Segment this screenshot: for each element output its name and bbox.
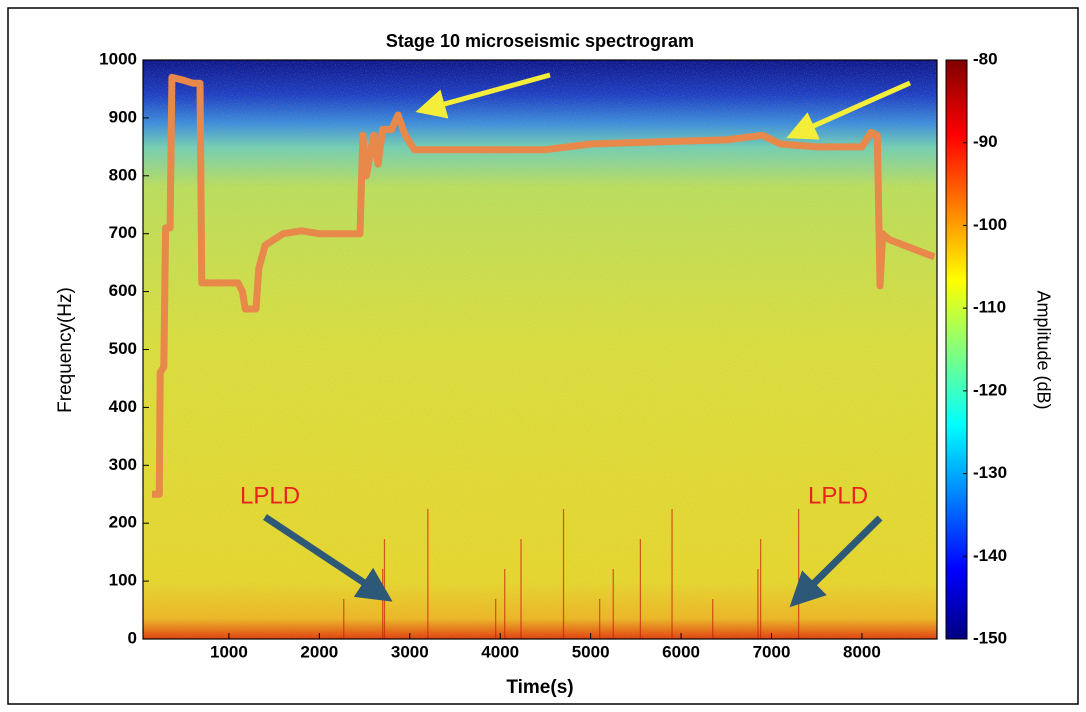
arrow xyxy=(263,514,393,602)
colorbar xyxy=(945,59,968,640)
arrow xyxy=(786,80,912,140)
y-tick-label: 1000 xyxy=(99,49,137,68)
line-series xyxy=(152,73,936,498)
y-tick-label: 0 xyxy=(128,628,137,647)
colorbar-label: Amplitude (dB) xyxy=(1033,290,1053,409)
x-tick-label: 1000 xyxy=(210,642,248,661)
y-tick-label: 700 xyxy=(109,223,137,242)
colorbar-tick-label: -140 xyxy=(973,546,1007,565)
x-tick-label: 8000 xyxy=(843,642,881,661)
colorbar-tick-label: -100 xyxy=(973,215,1007,234)
x-tick-label: 4000 xyxy=(481,642,519,661)
plot-area xyxy=(143,60,937,639)
spectrogram-noise xyxy=(143,60,937,639)
x-tick-label: 2000 xyxy=(300,642,338,661)
annotation: LPLD xyxy=(240,482,300,509)
annotation: LPLD xyxy=(808,482,868,509)
arrow xyxy=(415,72,551,119)
y-tick-label: 800 xyxy=(109,165,137,184)
x-tick-label: 7000 xyxy=(753,642,791,661)
arrow xyxy=(789,515,883,608)
colorbar-tick-label: -90 xyxy=(973,132,998,151)
y-tick-label: 400 xyxy=(109,397,137,416)
y-axis-label: Frequency(Hz) xyxy=(55,287,76,413)
x-axis-label: Time(s) xyxy=(506,677,573,698)
colorbar-tick-label: -110 xyxy=(973,298,1006,317)
chart-title: Stage 10 microseismic spectrogram xyxy=(386,31,694,51)
colorbar-tick-label: -120 xyxy=(973,380,1007,399)
colorbar-tick-label: -80 xyxy=(973,49,998,68)
y-tick-label: 600 xyxy=(109,281,137,300)
y-tick-label: 100 xyxy=(109,571,137,590)
x-tick-label: 3000 xyxy=(391,642,429,661)
x-tick-label: 5000 xyxy=(572,642,610,661)
colorbar-tick-label: -150 xyxy=(973,628,1007,647)
y-tick-label: 500 xyxy=(109,339,137,358)
colorbar-tick-label: -130 xyxy=(973,463,1007,482)
x-tick-label: 6000 xyxy=(662,642,700,661)
y-tick-label: 200 xyxy=(109,513,137,532)
frame xyxy=(7,7,1079,705)
y-tick-label: 900 xyxy=(109,107,137,126)
y-tick-label: 300 xyxy=(109,455,137,474)
